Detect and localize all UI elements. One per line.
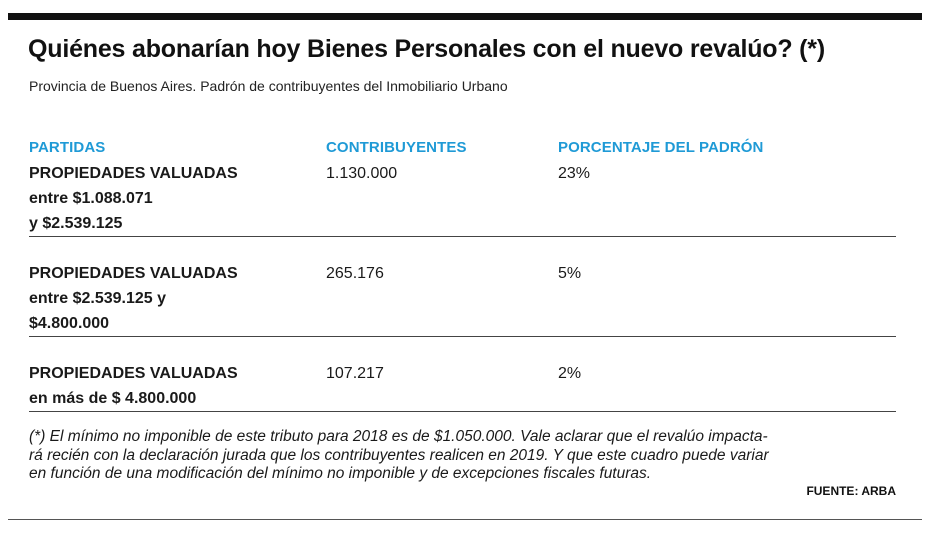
cell-porcentaje: 2%	[558, 365, 582, 382]
partida-line: PROPIEDADES VALUADAS	[29, 365, 238, 382]
cell-partida: PROPIEDADES VALUADAS entre $2.539.125 y …	[29, 261, 309, 336]
column-header-porcentaje: PORCENTAJE DEL PADRÓN	[558, 139, 764, 156]
cell-contribuyentes: 1.130.000	[326, 165, 398, 182]
footnote-line: rá recién con la declaración jurada que …	[29, 446, 769, 464]
cell-contribuyentes: 265.176	[326, 265, 384, 282]
footnote-line: en función de una modificación del mínim…	[29, 465, 652, 482]
partida-line: y $2.539.125	[29, 215, 123, 232]
footnote: (*) El mínimo no imponible de este tribu…	[29, 428, 899, 484]
cell-porcentaje: 23%	[558, 165, 591, 182]
partida-line: PROPIEDADES VALUADAS	[29, 265, 238, 282]
column-header-partidas: PARTIDAS	[29, 139, 106, 156]
partida-line: en más de $ 4.800.000	[29, 390, 197, 407]
source-credit: FUENTE: ARBA	[806, 484, 896, 498]
partida-line: entre $1.088.071	[29, 190, 153, 207]
column-header-contribuyentes: CONTRIBUYENTES	[326, 139, 467, 156]
top-rule	[8, 13, 922, 20]
cell-contribuyentes: 107.217	[326, 365, 384, 382]
cell-porcentaje: 5%	[558, 265, 582, 282]
row-divider	[29, 336, 896, 337]
page-subtitle: Provincia de Buenos Aires. Padrón de con…	[29, 78, 508, 94]
cell-partida: PROPIEDADES VALUADAS en más de $ 4.800.0…	[29, 361, 309, 411]
footnote-line: (*) El mínimo no imponible de este tribu…	[29, 428, 768, 445]
partida-line: $4.800.000	[29, 315, 110, 332]
bottom-rule	[8, 519, 922, 520]
row-divider	[29, 236, 896, 237]
page-title: Quiénes abonarían hoy Bienes Personales …	[28, 35, 825, 63]
partida-line: entre $2.539.125 y	[29, 290, 166, 307]
row-divider	[29, 411, 896, 412]
cell-partida: PROPIEDADES VALUADAS entre $1.088.071 y …	[29, 161, 309, 236]
partida-line: PROPIEDADES VALUADAS	[29, 165, 238, 182]
